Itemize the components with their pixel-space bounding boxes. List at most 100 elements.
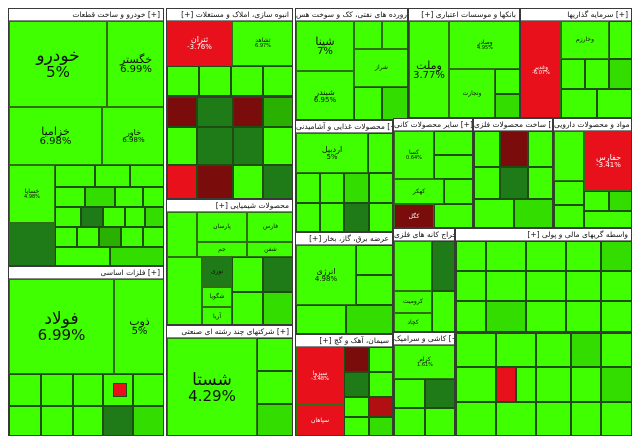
tile-small[interactable] (55, 207, 81, 227)
tile-small[interactable] (382, 87, 407, 119)
tile-small[interactable] (425, 379, 454, 408)
tile-small[interactable] (434, 155, 472, 179)
tile-small[interactable] (263, 66, 292, 95)
tile-small[interactable] (263, 127, 292, 165)
tile-small[interactable] (369, 417, 392, 435)
tile-small[interactable] (356, 245, 392, 275)
tile-small[interactable] (257, 404, 292, 435)
tile-small[interactable] (601, 241, 631, 271)
tile-small[interactable] (561, 59, 585, 89)
tile-small[interactable] (257, 338, 292, 371)
tile-small[interactable] (536, 402, 571, 435)
tile-small[interactable] (145, 207, 163, 227)
tile-small[interactable] (456, 402, 496, 435)
tile-small[interactable] (496, 402, 536, 435)
tile-small[interactable] (263, 257, 292, 292)
tile-small[interactable] (130, 165, 163, 187)
tile-sepahan[interactable]: سپاهان (296, 405, 344, 435)
tile-small[interactable] (356, 275, 392, 305)
tile-small[interactable] (500, 167, 528, 199)
tile-small[interactable] (199, 66, 231, 95)
tile-kroumit[interactable]: کرومیت (394, 291, 432, 313)
tile-small[interactable] (41, 406, 73, 435)
tile-small[interactable] (526, 271, 566, 301)
tile-small[interactable] (344, 372, 369, 397)
tile-shabna[interactable]: شپنا 7% (296, 21, 354, 71)
tile-shasta[interactable]: شستا 4.29% (167, 338, 257, 435)
tile-small[interactable] (516, 367, 536, 402)
tile-khzamia[interactable]: خزامیا 6.98% (9, 107, 102, 165)
tile-small[interactable] (296, 305, 346, 333)
section-header[interactable]: شرکتهای چند رشته ای صنعتی [+] (167, 326, 292, 338)
tile-kasa[interactable]: کسا 0.64% (394, 131, 434, 179)
tile-khgostar[interactable]: خگستر 6.99% (107, 21, 163, 107)
tile-small[interactable] (110, 247, 163, 265)
tile-small[interactable] (9, 406, 41, 435)
tile-small[interactable] (320, 203, 344, 231)
tile-small[interactable] (81, 207, 103, 227)
tile-small[interactable] (486, 301, 526, 331)
tile-small[interactable] (263, 165, 292, 198)
tile-small[interactable] (369, 397, 392, 417)
tile-small[interactable] (369, 372, 392, 397)
tile-small[interactable] (486, 241, 526, 271)
tile-small[interactable] (609, 59, 631, 89)
tile-small[interactable] (369, 347, 392, 372)
tile-kahgol[interactable]: کهکر (394, 179, 444, 204)
section-header[interactable]: استخراج کانه های فلزی (394, 229, 454, 241)
tile-shraz[interactable]: شراز (354, 49, 407, 87)
tile-small[interactable] (143, 187, 163, 207)
tile-small[interactable] (41, 374, 73, 406)
tile-small[interactable] (167, 212, 197, 257)
tile-small[interactable] (346, 305, 392, 333)
section-header[interactable]: سفارورده های نفتی، کک و سوخت هس [+] (296, 9, 407, 21)
tile-sabzva[interactable]: سبزوا -3.48% (296, 347, 344, 405)
tile-small[interactable] (167, 127, 197, 165)
section-header[interactable]: [+] بانکها و موسسات اعتباری (409, 9, 519, 21)
tile-shafan[interactable]: شفن (247, 242, 292, 257)
tile-small[interactable] (368, 133, 392, 173)
tile-small[interactable] (197, 127, 233, 165)
tile-jam[interactable]: جم (197, 242, 247, 257)
tile-small[interactable] (528, 167, 552, 199)
tile-small[interactable] (344, 347, 369, 372)
tile-small[interactable] (263, 97, 292, 127)
tile-small[interactable] (444, 179, 472, 204)
tile-kharis[interactable]: حفارس -3.41% (584, 131, 631, 191)
tile-small[interactable] (55, 187, 85, 207)
tile-small[interactable] (233, 97, 263, 127)
tile-small[interactable] (456, 241, 486, 271)
tile-small[interactable] (500, 131, 528, 167)
tile-small[interactable] (514, 199, 552, 227)
tile-small[interactable] (354, 87, 382, 119)
tile-small[interactable] (296, 173, 320, 203)
tile-small[interactable] (231, 66, 263, 95)
tile-small[interactable] (296, 203, 320, 231)
tile-small[interactable] (584, 191, 609, 211)
tile-small[interactable] (55, 247, 110, 265)
tile-small[interactable] (496, 367, 516, 402)
tile-small[interactable] (584, 211, 631, 227)
section-header[interactable]: مواد و محصولات دارویی [+] (554, 119, 631, 131)
tile-shbandar[interactable]: شبندر 6.95% (296, 71, 354, 119)
tile-small[interactable] (73, 406, 103, 435)
tile-small[interactable] (143, 227, 163, 247)
tile-small[interactable] (121, 227, 143, 247)
tile-small[interactable] (495, 69, 519, 94)
tile-small[interactable] (344, 397, 369, 417)
tile-small[interactable] (394, 408, 425, 435)
tile-small[interactable] (434, 131, 472, 155)
tile-vesaderat[interactable]: وصادر 4.95% (449, 21, 519, 69)
tile-small[interactable] (115, 187, 143, 207)
tile-vamelat[interactable]: وملت 3.77% (409, 21, 449, 117)
tile-arya[interactable]: آریا (202, 307, 232, 324)
tile-small[interactable] (167, 165, 197, 198)
tile-small[interactable] (432, 241, 454, 291)
tile-small[interactable] (601, 301, 631, 331)
section-header[interactable]: فلزات اساسی [+] (9, 267, 163, 279)
tile-small[interactable] (456, 333, 496, 367)
tile-small[interactable] (133, 406, 163, 435)
tile-small[interactable] (432, 291, 454, 331)
tile-zob[interactable]: ذوب 5% (114, 279, 163, 374)
tile-nuri[interactable]: نوری (202, 257, 232, 287)
